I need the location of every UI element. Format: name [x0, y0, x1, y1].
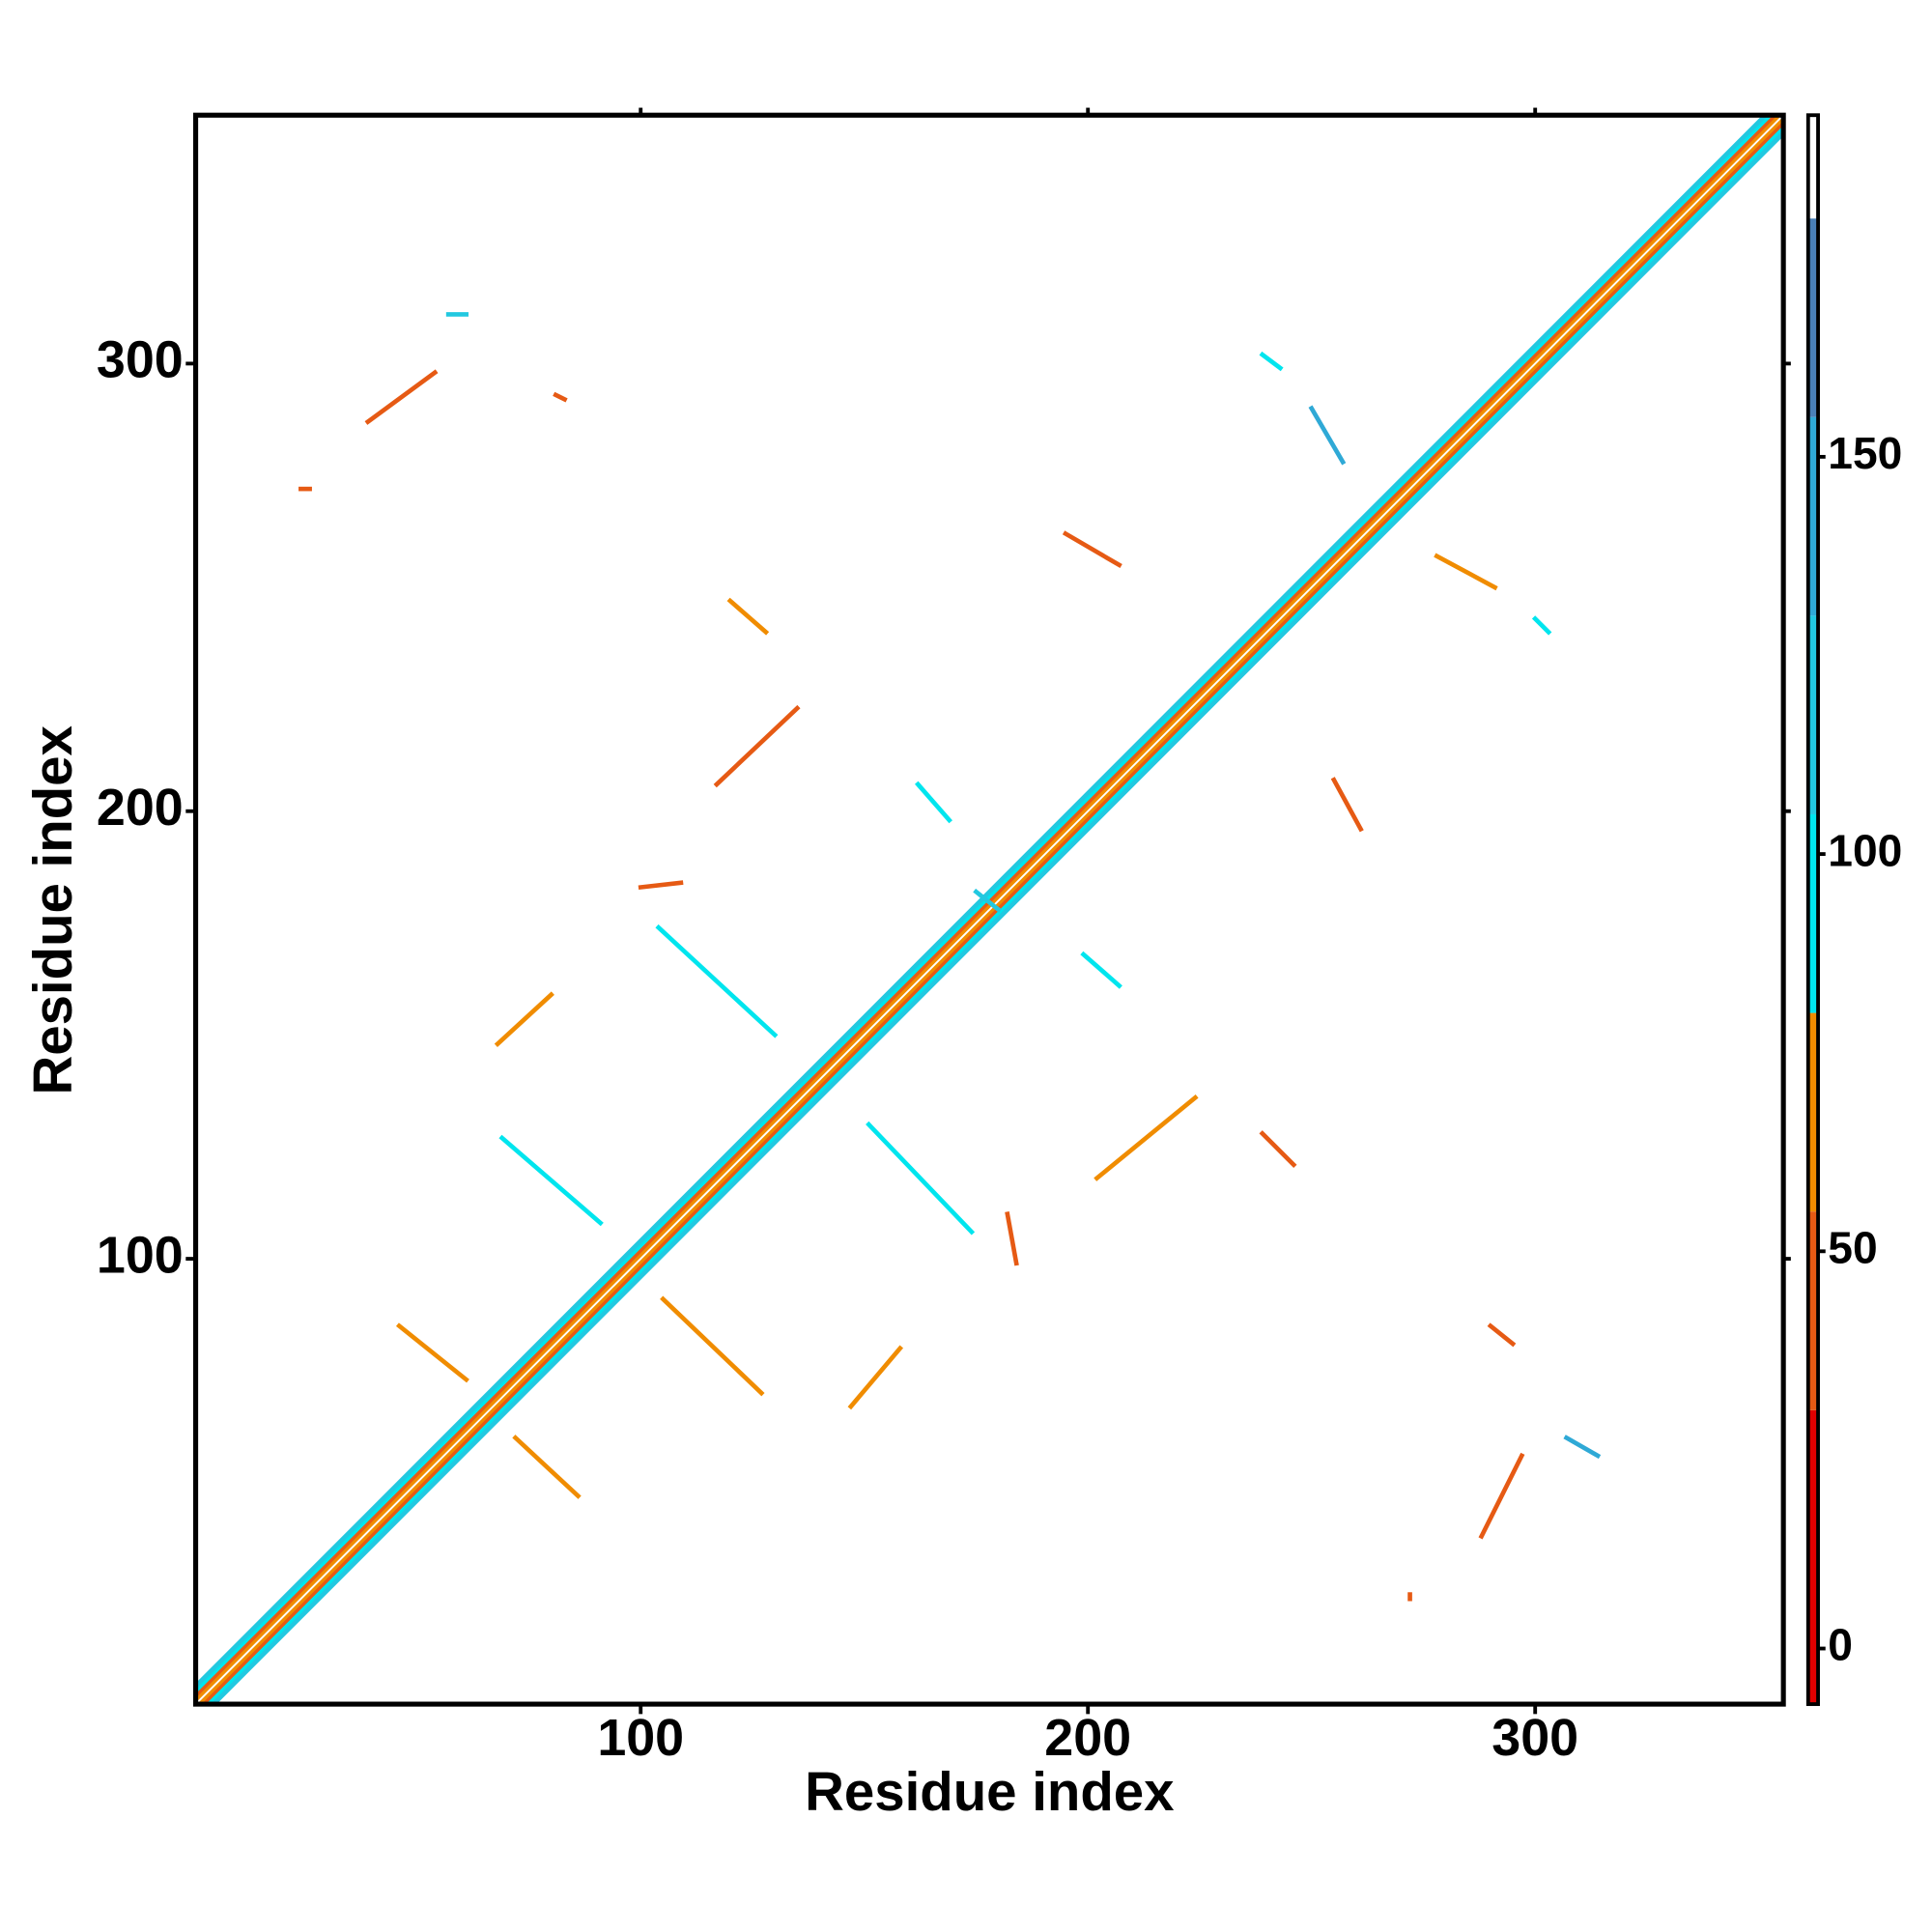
- y-tick-label: 100: [97, 1226, 184, 1284]
- contact-cells: [203, 123, 1784, 1705]
- colorbar-tick-label: 50: [1828, 1223, 1877, 1273]
- contact-cells: [512, 1435, 582, 1499]
- contact-cells: [494, 991, 554, 1047]
- contact-cells: [1531, 615, 1552, 636]
- colorbar-band: [1807, 218, 1819, 417]
- contact-cells: [1478, 1452, 1525, 1540]
- x-axis-title: Residue index: [805, 1761, 1174, 1822]
- contact-cells: [1080, 951, 1122, 989]
- contact-cells: [847, 1345, 904, 1410]
- contact-cells: [199, 118, 1784, 1705]
- x-tick-label: 100: [597, 1709, 684, 1767]
- contact-cells: [1434, 553, 1498, 591]
- colorbar-tick-label: 100: [1828, 825, 1902, 875]
- contact-cells: [1563, 1435, 1602, 1460]
- colorbar-band: [1807, 1012, 1819, 1212]
- contact-cells: [915, 781, 952, 824]
- y-tick-label: 200: [97, 779, 184, 837]
- contact-cells: [1062, 530, 1122, 569]
- contact-cells: [1005, 1211, 1019, 1266]
- plot-frame: [193, 112, 1786, 1707]
- contact-cells: [553, 391, 568, 403]
- contact-cells: [638, 880, 684, 891]
- contact-cells: [208, 128, 1784, 1705]
- contact-cells: [726, 597, 770, 636]
- contact-cells: [395, 1322, 469, 1383]
- contact-cells: [1308, 405, 1347, 466]
- contact-cells: [1259, 1130, 1297, 1169]
- colorbar-band: [1807, 615, 1819, 814]
- y-axis-title: Residue index: [22, 725, 83, 1094]
- contact-cells: [195, 115, 1772, 1692]
- contact-cells: [195, 115, 1767, 1688]
- x-tick-label: 200: [1044, 1709, 1131, 1767]
- colorbar-band: [1807, 1409, 1819, 1705]
- plot-area: [195, 115, 1784, 1705]
- contact-cells: [655, 923, 779, 1038]
- contact-cells: [195, 115, 1776, 1696]
- contact-cells: [213, 131, 1784, 1705]
- y-tick-label: 300: [97, 331, 184, 389]
- colorbar-tick-label: 0: [1828, 1620, 1853, 1670]
- contact-cells: [364, 369, 439, 425]
- colorbar-band: [1807, 416, 1819, 616]
- colorbar-band: [1807, 1211, 1819, 1410]
- contact-cells: [1330, 777, 1364, 833]
- contact-cells: [713, 704, 801, 788]
- colorbar-band: [1807, 115, 1819, 219]
- contact-cells: [1094, 1094, 1199, 1181]
- contact-cells: [498, 1134, 604, 1227]
- x-tick-label: 300: [1492, 1709, 1578, 1767]
- contact-cells: [973, 888, 1002, 913]
- colorbar-frame: [1805, 113, 1820, 1707]
- contact-cells: [1487, 1322, 1517, 1348]
- contact-cells: [195, 115, 1784, 1705]
- contact-cells: [866, 1121, 976, 1236]
- contact-cells: [660, 1295, 765, 1397]
- contact-cells: [1259, 351, 1284, 372]
- colorbar-band: [1807, 813, 1819, 1013]
- colorbar-tick-label: 150: [1828, 428, 1902, 478]
- contact-cells: [195, 115, 1780, 1701]
